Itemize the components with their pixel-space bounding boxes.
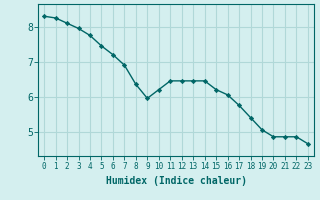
X-axis label: Humidex (Indice chaleur): Humidex (Indice chaleur) [106, 176, 246, 186]
